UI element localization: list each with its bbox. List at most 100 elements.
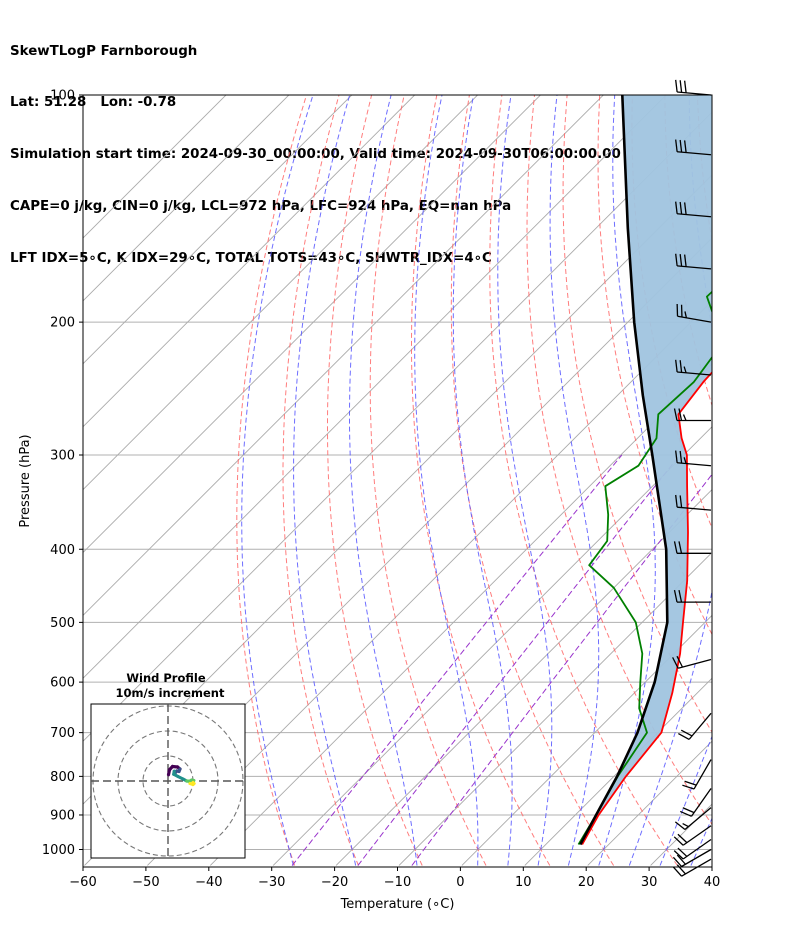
x-tick-label: −30 [258,875,285,890]
x-tick-label: −40 [195,875,222,890]
wind-barb [678,712,712,740]
barb-feather [684,780,697,786]
x-tick-label: −60 [69,875,96,890]
y-tick-label: 300 [50,448,75,463]
barb-feather [683,366,687,373]
barb-feather [678,733,690,740]
moist-adiabat-line [414,95,479,866]
dry-adiabat-line [369,95,487,866]
wind-barb [675,139,712,156]
barb-feather [684,254,687,267]
location-line: Lat: 51.28 Lon: -0.78 [10,95,177,111]
parcel-line [579,95,669,846]
hodograph-subtitle: 10m/s increment [116,686,225,700]
moist-adiabat-line [452,95,513,866]
hodograph-inset: Wind Profile 10m/s increment [90,671,246,859]
y-tick-label: 500 [50,616,75,631]
barb-feather [675,139,678,152]
barb-feather [679,810,692,817]
isotherm-line [147,300,712,866]
wind-barb [673,589,711,603]
wind-barb [682,759,712,790]
isotherm-line [83,95,667,679]
barb-feather [676,655,684,668]
x-tick-label: −50 [132,875,159,890]
barb-feather [673,541,678,554]
dry-adiabat-line [489,95,678,866]
hodograph-title: Wind Profile [126,671,206,685]
x-tick-label: 40 [704,875,721,890]
barb-feather [682,784,695,790]
barb-staff [682,825,712,846]
x-tick-label: 30 [641,875,658,890]
barb-feather [675,359,678,373]
x-tick-label: −20 [321,875,348,890]
y-axis-label: Pressure (hPa) [18,434,33,527]
barb-feather [674,821,686,830]
barb-feather [684,202,687,215]
wind-barb [672,655,712,669]
dry-adiabat-line [450,95,615,866]
y-tick-label: 200 [50,316,75,331]
barb-feather [675,253,678,266]
y-tick-label: 1000 [42,843,75,858]
barb-staff [677,151,712,156]
indices-line-2: LFT IDX=5∘C, K IDX=29∘C, TOTAL TOTS=43∘C… [10,251,492,267]
dry-adiabat-line [730,95,794,866]
wind-barb [673,408,711,422]
isotherm-line [83,95,227,239]
barb-feather [679,80,683,93]
barb-feather [684,80,687,93]
barb-feather [672,856,683,867]
profile-lines [577,95,712,846]
isotherm-line [83,95,290,302]
background-lines [83,95,794,866]
barb-staff [681,848,712,868]
barb-feather [684,140,687,153]
mixing-ratio-line [411,473,712,866]
barb-staff [677,462,712,467]
dry-adiabat-line [282,95,359,866]
barb-feather [675,450,678,463]
barb-feather [679,450,683,464]
dry-adiabat-line [526,95,712,826]
isotherm-line [461,614,712,866]
barb-feather [677,847,688,857]
moist-adiabat-line [241,95,314,866]
barb-feather [679,201,683,215]
barb-staff [677,213,712,218]
chart-header: SkewTLogP Farnborough Lat: 51.28 Lon: -0… [10,8,621,285]
barb-feather [675,494,678,508]
barb-staff [688,712,712,740]
wind-barb [675,79,712,96]
wind-barb [672,848,712,868]
isotherm-line [83,95,605,617]
barb-feather [673,408,678,421]
barb-feather [672,657,679,669]
x-axis-label: Temperature (∘C) [340,897,455,912]
barb-staff [677,265,712,270]
wind-barb [675,359,712,376]
barb-feather [676,864,686,875]
y-tick-label: 400 [50,543,75,558]
barb-staff [677,315,712,323]
barb-feather [675,79,678,93]
y-tick-label: 900 [50,808,75,823]
barb-feather [676,854,686,865]
barb-feather [680,729,693,737]
barb-feather [682,414,687,421]
barb-feather [673,850,684,860]
isotherm-line [83,95,479,491]
moist-adiabat-line [549,95,600,866]
y-tick-label: 100 [50,89,75,104]
barb-feather [679,254,683,267]
isotherm-line [272,426,712,866]
x-tick-label: 10 [515,875,532,890]
time-line: Simulation start time: 2024-09-30_00:00:… [10,147,621,163]
barb-staff [681,858,712,877]
isotherm-line [83,111,712,742]
hodograph-segment [188,781,195,787]
x-tick-label: 20 [578,875,595,890]
barb-feather [679,360,683,373]
moist-adiabat-line [349,95,418,866]
